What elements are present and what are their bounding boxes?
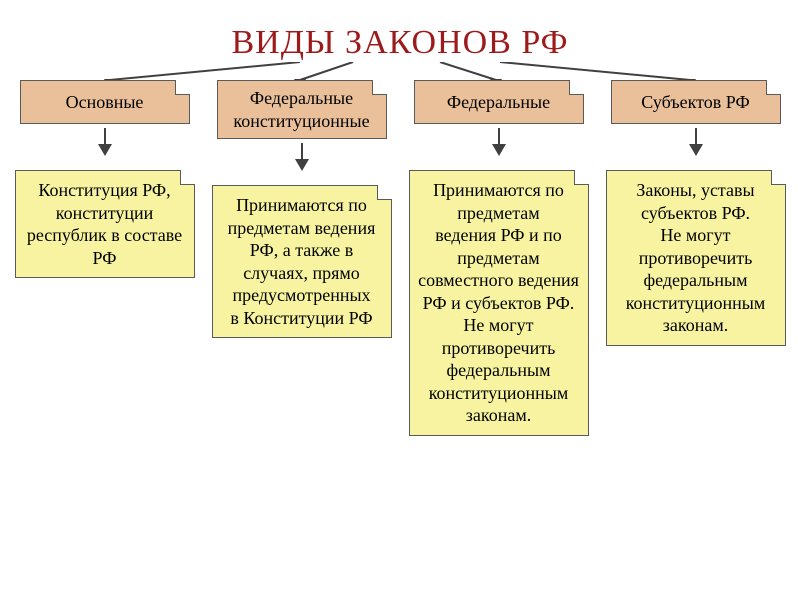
columns-row: Основные Конституция РФ, конституции рес… bbox=[0, 80, 800, 436]
law-type-detail: Принимаются по предметам ведения РФ и по… bbox=[409, 170, 589, 436]
law-type-header: Федеральные конституционные bbox=[217, 80, 387, 139]
law-type-column-subjects: Субъектов РФ Законы, уставы субъектов РФ… bbox=[601, 80, 790, 436]
law-type-detail: Законы, уставы субъектов РФ. Не могут пр… bbox=[606, 170, 786, 346]
law-type-column-fed: Федеральные Принимаются по предметам вед… bbox=[404, 80, 593, 436]
law-type-column-fed-const: Федеральные конституционные Принимаются … bbox=[207, 80, 396, 436]
law-type-column-basic: Основные Конституция РФ, конституции рес… bbox=[10, 80, 199, 436]
page-title: ВИДЫ ЗАКОНОВ РФ bbox=[0, 0, 800, 62]
arrow-down-icon bbox=[486, 128, 512, 156]
arrow-down-icon bbox=[683, 128, 709, 156]
arrow-down-icon bbox=[92, 128, 118, 156]
law-type-detail: Принимаются по предметам ведения РФ, а т… bbox=[212, 185, 392, 338]
law-type-header: Субъектов РФ bbox=[611, 80, 781, 124]
law-type-header: Федеральные bbox=[414, 80, 584, 124]
law-type-header: Основные bbox=[20, 80, 190, 124]
law-type-detail: Конституция РФ, конституции республик в … bbox=[15, 170, 195, 278]
arrow-down-icon bbox=[289, 143, 315, 171]
